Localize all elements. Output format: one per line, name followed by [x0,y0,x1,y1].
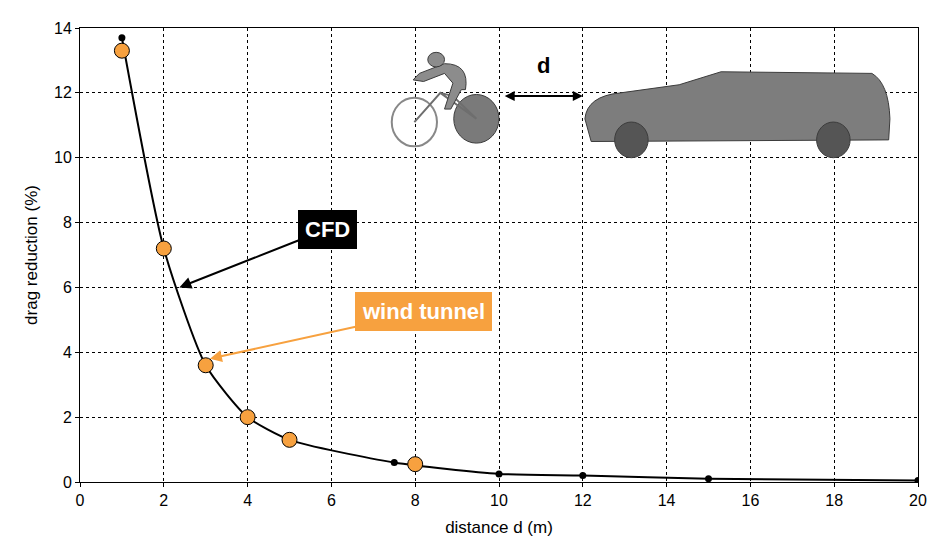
svg-text:4: 4 [243,492,252,509]
svg-text:drag reduction (%): drag reduction (%) [22,185,41,325]
svg-text:14: 14 [54,20,72,37]
svg-text:6: 6 [327,492,336,509]
svg-text:2: 2 [63,409,72,426]
svg-text:d: d [537,53,550,78]
svg-text:10: 10 [490,492,508,509]
svg-text:8: 8 [63,214,72,231]
svg-text:12: 12 [574,492,592,509]
svg-text:16: 16 [742,492,760,509]
svg-text:6: 6 [63,279,72,296]
svg-text:distance d (m): distance d (m) [445,518,553,537]
svg-text:wind tunnel: wind tunnel [362,299,485,324]
svg-text:14: 14 [658,492,676,509]
svg-text:0: 0 [76,492,85,509]
svg-text:0: 0 [63,474,72,491]
svg-text:12: 12 [54,84,72,101]
svg-text:8: 8 [411,492,420,509]
svg-text:20: 20 [909,492,927,509]
svg-text:4: 4 [63,344,72,361]
svg-text:CFD: CFD [305,217,350,242]
svg-text:2: 2 [159,492,168,509]
svg-text:10: 10 [54,149,72,166]
svg-text:18: 18 [825,492,843,509]
